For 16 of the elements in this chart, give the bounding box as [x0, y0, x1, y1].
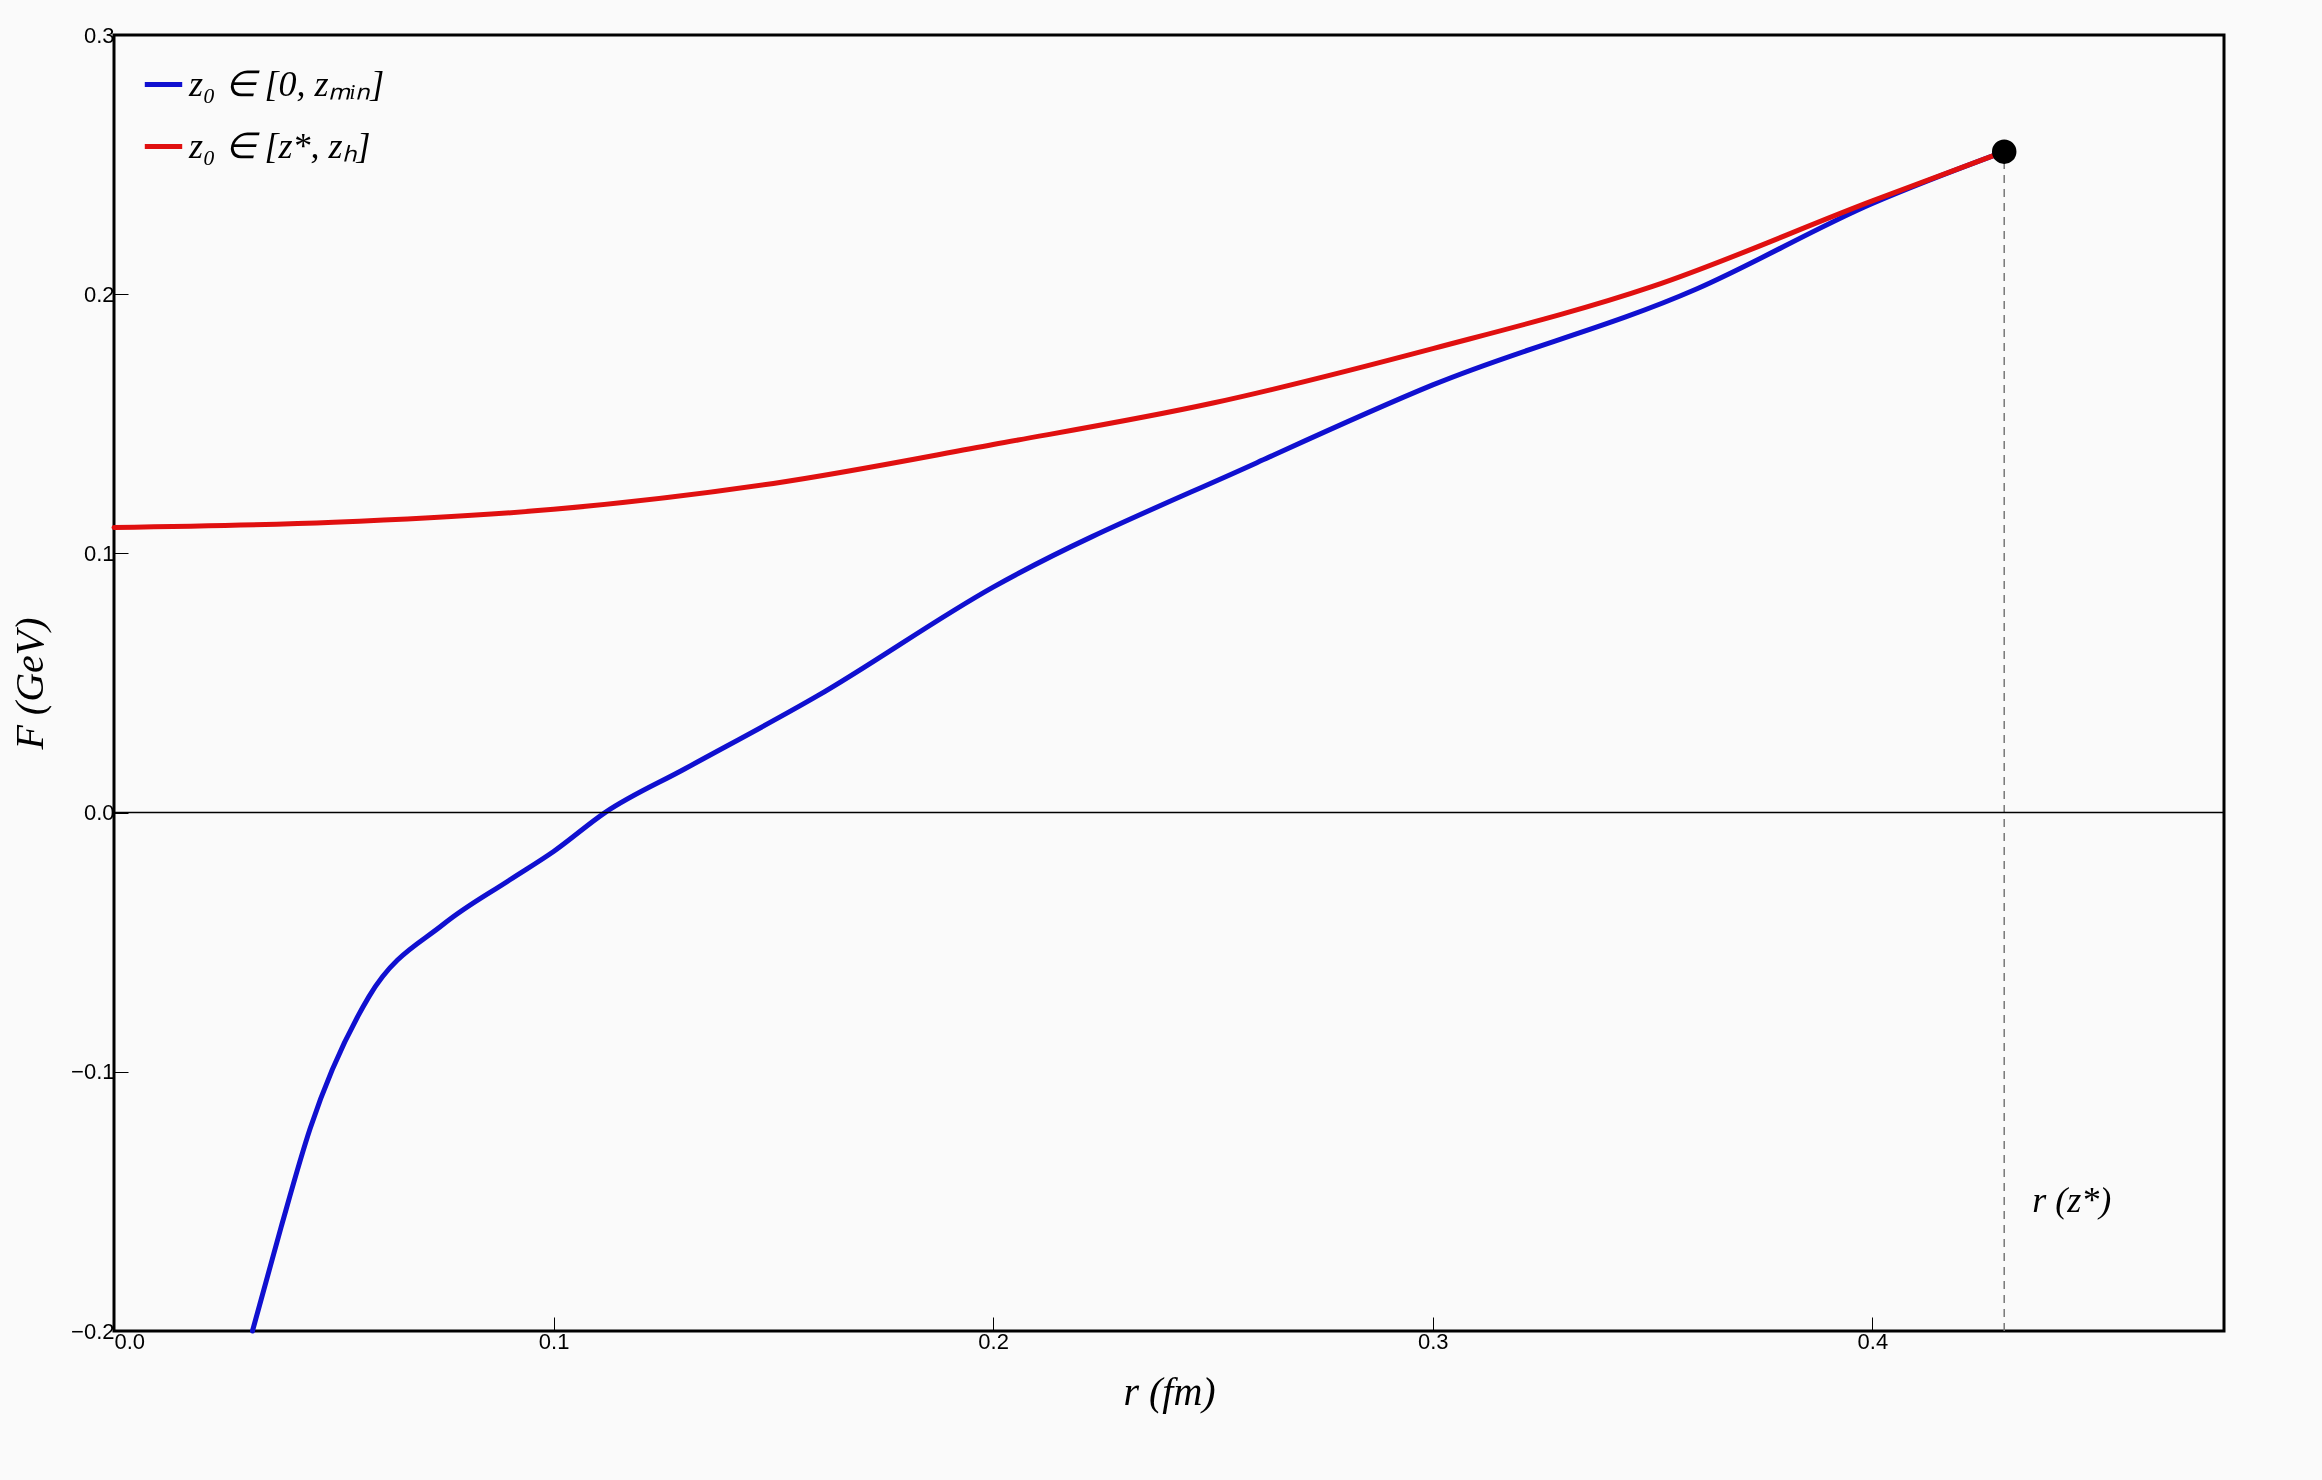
y-tick-label: −0.2 — [71, 1318, 115, 1344]
x-tick-label: 0.0 — [114, 1328, 146, 1354]
x-tick-label: 0.4 — [1857, 1328, 1889, 1354]
legend-label: z₀ ∈ [z*, zₕ] — [188, 125, 371, 166]
legend-label: z₀ ∈ [0, zₘᵢₙ] — [188, 63, 385, 104]
x-tick-label: 0.2 — [978, 1328, 1009, 1354]
y-tick-label: 0.0 — [83, 800, 115, 826]
y-tick-label: −0.1 — [71, 1059, 115, 1085]
y-tick-label: 0.2 — [83, 281, 115, 307]
y-tick-label: 0.3 — [83, 22, 115, 48]
y-tick-label: 0.1 — [83, 540, 115, 566]
y-axis-title: F (GeV) — [7, 617, 53, 751]
ref-line-label: r (z*) — [2032, 1180, 2112, 1221]
x-tick-label: 0.3 — [1417, 1328, 1449, 1354]
x-axis-title: r (fm) — [1123, 1368, 1216, 1414]
x-tick-label: 0.1 — [538, 1328, 570, 1354]
